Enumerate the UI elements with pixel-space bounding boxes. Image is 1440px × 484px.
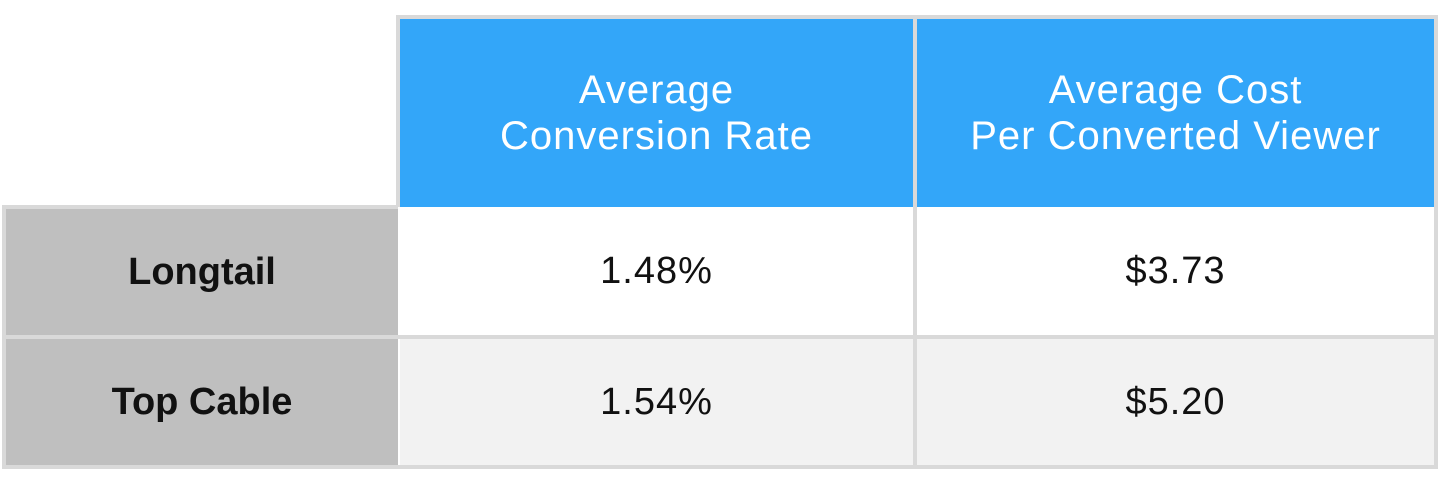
column-header-line1: Average [578, 68, 735, 112]
row-label-text: Longtail [128, 250, 276, 293]
cell-top-cable-conversion-rate: 1.54% [400, 339, 913, 465]
right-border [1434, 15, 1438, 469]
row-label-text: Top Cable [111, 380, 293, 423]
cell-top-cable-cost: $5.20 [917, 339, 1434, 465]
column-header-conversion-rate: Average Conversion Rate [400, 19, 913, 207]
row-label-longtail: Longtail [6, 209, 398, 335]
bottom-border [2, 465, 1438, 469]
cell-value: $3.73 [1125, 249, 1226, 292]
column-header-cost-per-viewer: Average Cost Per Converted Viewer [917, 19, 1434, 207]
column-header-line1: Average Cost [1048, 68, 1303, 112]
left-header-border [396, 15, 400, 207]
row-divider [2, 335, 1438, 339]
column-header-line2: Per Converted Viewer [970, 114, 1381, 158]
cell-longtail-cost: $3.73 [917, 207, 1434, 335]
column-header-line2: Conversion Rate [500, 114, 813, 158]
cell-value: 1.54% [600, 380, 713, 423]
cell-value: 1.48% [600, 249, 713, 292]
cell-value: $5.20 [1125, 380, 1226, 423]
row-label-top-cable: Top Cable [6, 339, 398, 465]
label-top-border [2, 205, 398, 209]
column-divider [913, 15, 917, 469]
cell-longtail-conversion-rate: 1.48% [400, 207, 913, 335]
